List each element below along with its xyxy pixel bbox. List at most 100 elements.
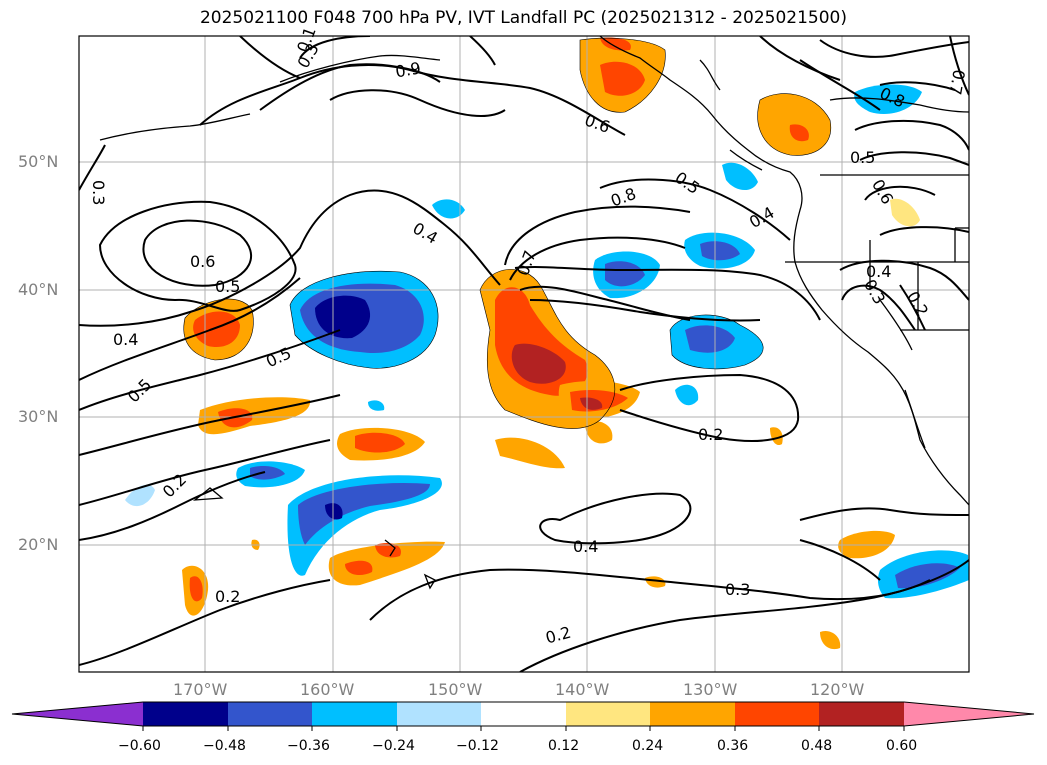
- pv-negative-anomaly: [325, 503, 343, 520]
- ivt-contours: [79, 36, 969, 672]
- colorbar: [11, 701, 1035, 731]
- ivt-contour: [79, 189, 501, 327]
- colorbar-extend-max: [904, 702, 1034, 726]
- ivt-contour: [79, 277, 301, 381]
- lat-label: 30°N: [18, 407, 59, 426]
- lat-label: 50°N: [18, 152, 59, 171]
- pv-outline: [183, 37, 832, 429]
- colorbar-tick-label: 0.24: [632, 738, 664, 754]
- pv-positive-anomaly: [600, 37, 631, 51]
- contour-label: 0.3: [89, 180, 108, 205]
- colorbar-bin: [819, 702, 904, 726]
- contour-label: 0.4: [573, 537, 598, 556]
- pv-positive-anomaly: [789, 124, 809, 142]
- ivt-contour: [142, 219, 252, 287]
- ivt-contour: [799, 507, 969, 521]
- pv-negative-anomaly: [854, 84, 922, 114]
- ivt-contour: [79, 144, 106, 191]
- pv-positive-anomaly: [375, 543, 401, 558]
- map-frame: [78, 35, 970, 673]
- ivt-contour: [519, 559, 969, 672]
- ivt-contour: [799, 539, 881, 581]
- lon-label: 150°W: [428, 680, 483, 699]
- pv-positive-anomaly: [770, 427, 783, 446]
- contour-label: 0.6: [190, 252, 215, 271]
- ivt-contour: [239, 36, 301, 79]
- ivt-contour: [79, 579, 331, 666]
- ivt-contour: [259, 63, 441, 111]
- colorbar-tick-label: 0.48: [801, 738, 833, 754]
- ivt-contour: [949, 36, 969, 96]
- ivt-contour: [841, 284, 916, 331]
- colorbar-extend-min: [12, 702, 143, 726]
- pv-negative-anomaly: [298, 482, 430, 545]
- colorbar-tick-label: −0.24: [372, 738, 415, 754]
- ivt-contour: [539, 492, 692, 545]
- contour-label: 0.2: [215, 587, 240, 606]
- ivt-contour: [509, 236, 686, 281]
- colorbar-bin: [566, 702, 650, 726]
- pv-negative-anomaly: [700, 241, 740, 261]
- pv-negative-anomaly: [605, 261, 645, 287]
- pv-negative-anomaly: [315, 295, 371, 339]
- pv-positive-anomaly: [511, 343, 566, 384]
- ivt-contour: [619, 373, 800, 442]
- coastline: [99, 36, 969, 590]
- map-title: 2025021100 F048 700 hPa PV, IVT Landfall…: [199, 8, 847, 28]
- lon-label: 170°W: [173, 680, 228, 699]
- ivt-contour: [514, 266, 821, 321]
- colorbar-tick-label: −0.60: [118, 738, 161, 754]
- pv-positive-anomaly: [580, 397, 603, 410]
- contour-label: 0.4: [113, 330, 138, 349]
- pv-negative-anomaly: [685, 325, 735, 353]
- ivt-contour: [879, 81, 956, 91]
- ivt-contour: [899, 284, 926, 331]
- ivt-contour: [859, 151, 969, 166]
- ivt-contour: [879, 226, 969, 236]
- ivt-contour: [369, 568, 931, 621]
- ivt-contour: [79, 471, 266, 541]
- ivt-contour: [864, 185, 936, 201]
- contour-label: 0.2: [698, 425, 723, 444]
- ivt-contour: [504, 205, 691, 266]
- pv-positive-anomaly: [189, 576, 203, 602]
- colorbar-tick-label: −0.36: [287, 738, 330, 754]
- pv-negative-anomaly: [250, 466, 285, 480]
- lon-label: 140°W: [555, 680, 610, 699]
- colorbar-bin: [481, 702, 566, 726]
- colorbar-bin: [143, 702, 228, 726]
- colorbar-bin: [735, 702, 819, 726]
- ivt-contour: [759, 36, 841, 81]
- colorbar-bin: [228, 702, 312, 726]
- ivt-contour: [854, 119, 969, 151]
- ivt-contour: [799, 59, 881, 111]
- colorbar-tick-label: −0.48: [203, 738, 246, 754]
- contour-label: 0.9: [394, 58, 422, 81]
- pv-positive-anomaly: [345, 560, 373, 576]
- contour-label: 0.5: [215, 277, 240, 296]
- pv-shading: [125, 37, 969, 650]
- contour-label: 0.4: [866, 262, 891, 281]
- contour-label: 0.5: [850, 148, 875, 167]
- ivt-contour: [469, 36, 496, 66]
- ivt-contour: [79, 329, 341, 411]
- lon-label: 130°W: [683, 680, 738, 699]
- ivt-contour: [599, 178, 791, 241]
- colorbar-bin: [397, 702, 481, 726]
- contour-label: 0.3: [725, 580, 750, 599]
- ivt-contour: [819, 39, 969, 58]
- pv-negative-anomaly: [895, 563, 960, 589]
- colorbar-bin: [312, 702, 397, 726]
- colorbar-tick-label: −0.12: [456, 738, 499, 754]
- colorbar-bin: [650, 702, 735, 726]
- pv-positive-anomaly: [585, 420, 613, 444]
- lat-label: 20°N: [18, 535, 59, 554]
- colorbar-tick-label: 0.36: [717, 738, 749, 754]
- contour-label: 0.7: [945, 68, 968, 96]
- ivt-contour: [839, 259, 969, 301]
- colorbar-tick-label: 0.60: [886, 738, 918, 754]
- pv-positive-anomaly: [820, 630, 841, 650]
- graticule: [79, 36, 969, 672]
- lat-label: 40°N: [18, 280, 59, 299]
